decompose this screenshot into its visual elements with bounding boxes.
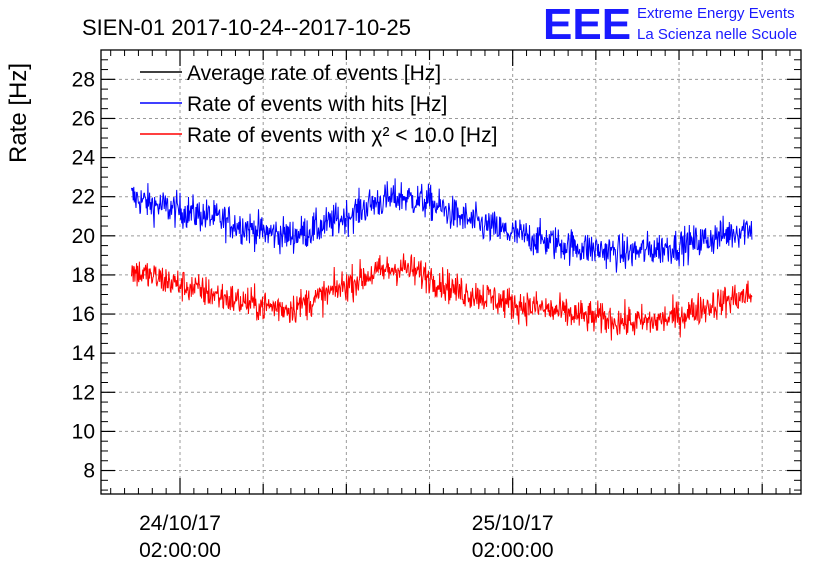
legend-label-chi2: Rate of events with χ² < 10.0 [Hz]: [187, 124, 497, 147]
eee-logo: EEE Extreme Energy Events La Scienza nel…: [543, 0, 797, 49]
x-tick-labels: 24/10/17 02:00:00 25/10/17 02:00:00: [139, 512, 553, 562]
legend: Average rate of events [Hz] Rate of even…: [140, 62, 497, 147]
y-tick-label-20: 20: [72, 225, 95, 248]
x-tick-label-time-1: 02:00:00: [472, 539, 554, 562]
x-tick-label-date-0: 24/10/17: [139, 512, 221, 535]
y-tick-label-14: 14: [72, 342, 96, 365]
chart-title: SIEN-01 2017-10-24--2017-10-25: [82, 15, 411, 40]
logo-line2: La Scienza nelle Scuole: [637, 26, 797, 43]
y-tick-label-10: 10: [72, 420, 95, 443]
series-layer: [131, 178, 753, 341]
y-tick-label-18: 18: [72, 264, 95, 287]
series-line-2: [131, 253, 753, 341]
y-tick-label-22: 22: [72, 186, 95, 209]
ticks: [101, 49, 801, 494]
x-tick-label-date-1: 25/10/17: [472, 512, 554, 535]
y-tick-labels: 8 10 12 14 16 18 20 22 24 26 28: [72, 68, 96, 482]
legend-label-hits: Rate of events with hits [Hz]: [187, 93, 447, 116]
series-line-1: [131, 178, 753, 273]
grid: [101, 50, 801, 494]
logo-mark: EEE: [543, 0, 631, 49]
y-tick-label-8: 8: [83, 460, 95, 483]
logo-line1: Extreme Energy Events: [637, 5, 795, 22]
y-tick-label-12: 12: [72, 381, 95, 404]
y-axis-label: Rate [Hz]: [5, 63, 32, 163]
x-tick-label-time-0: 02:00:00: [139, 539, 221, 562]
y-tick-label-26: 26: [72, 107, 95, 130]
y-tick-label-16: 16: [72, 303, 95, 326]
y-tick-label-24: 24: [72, 147, 96, 170]
y-tick-label-28: 28: [72, 68, 95, 91]
plot-frame: [100, 49, 802, 495]
legend-label-average: Average rate of events [Hz]: [187, 62, 441, 85]
